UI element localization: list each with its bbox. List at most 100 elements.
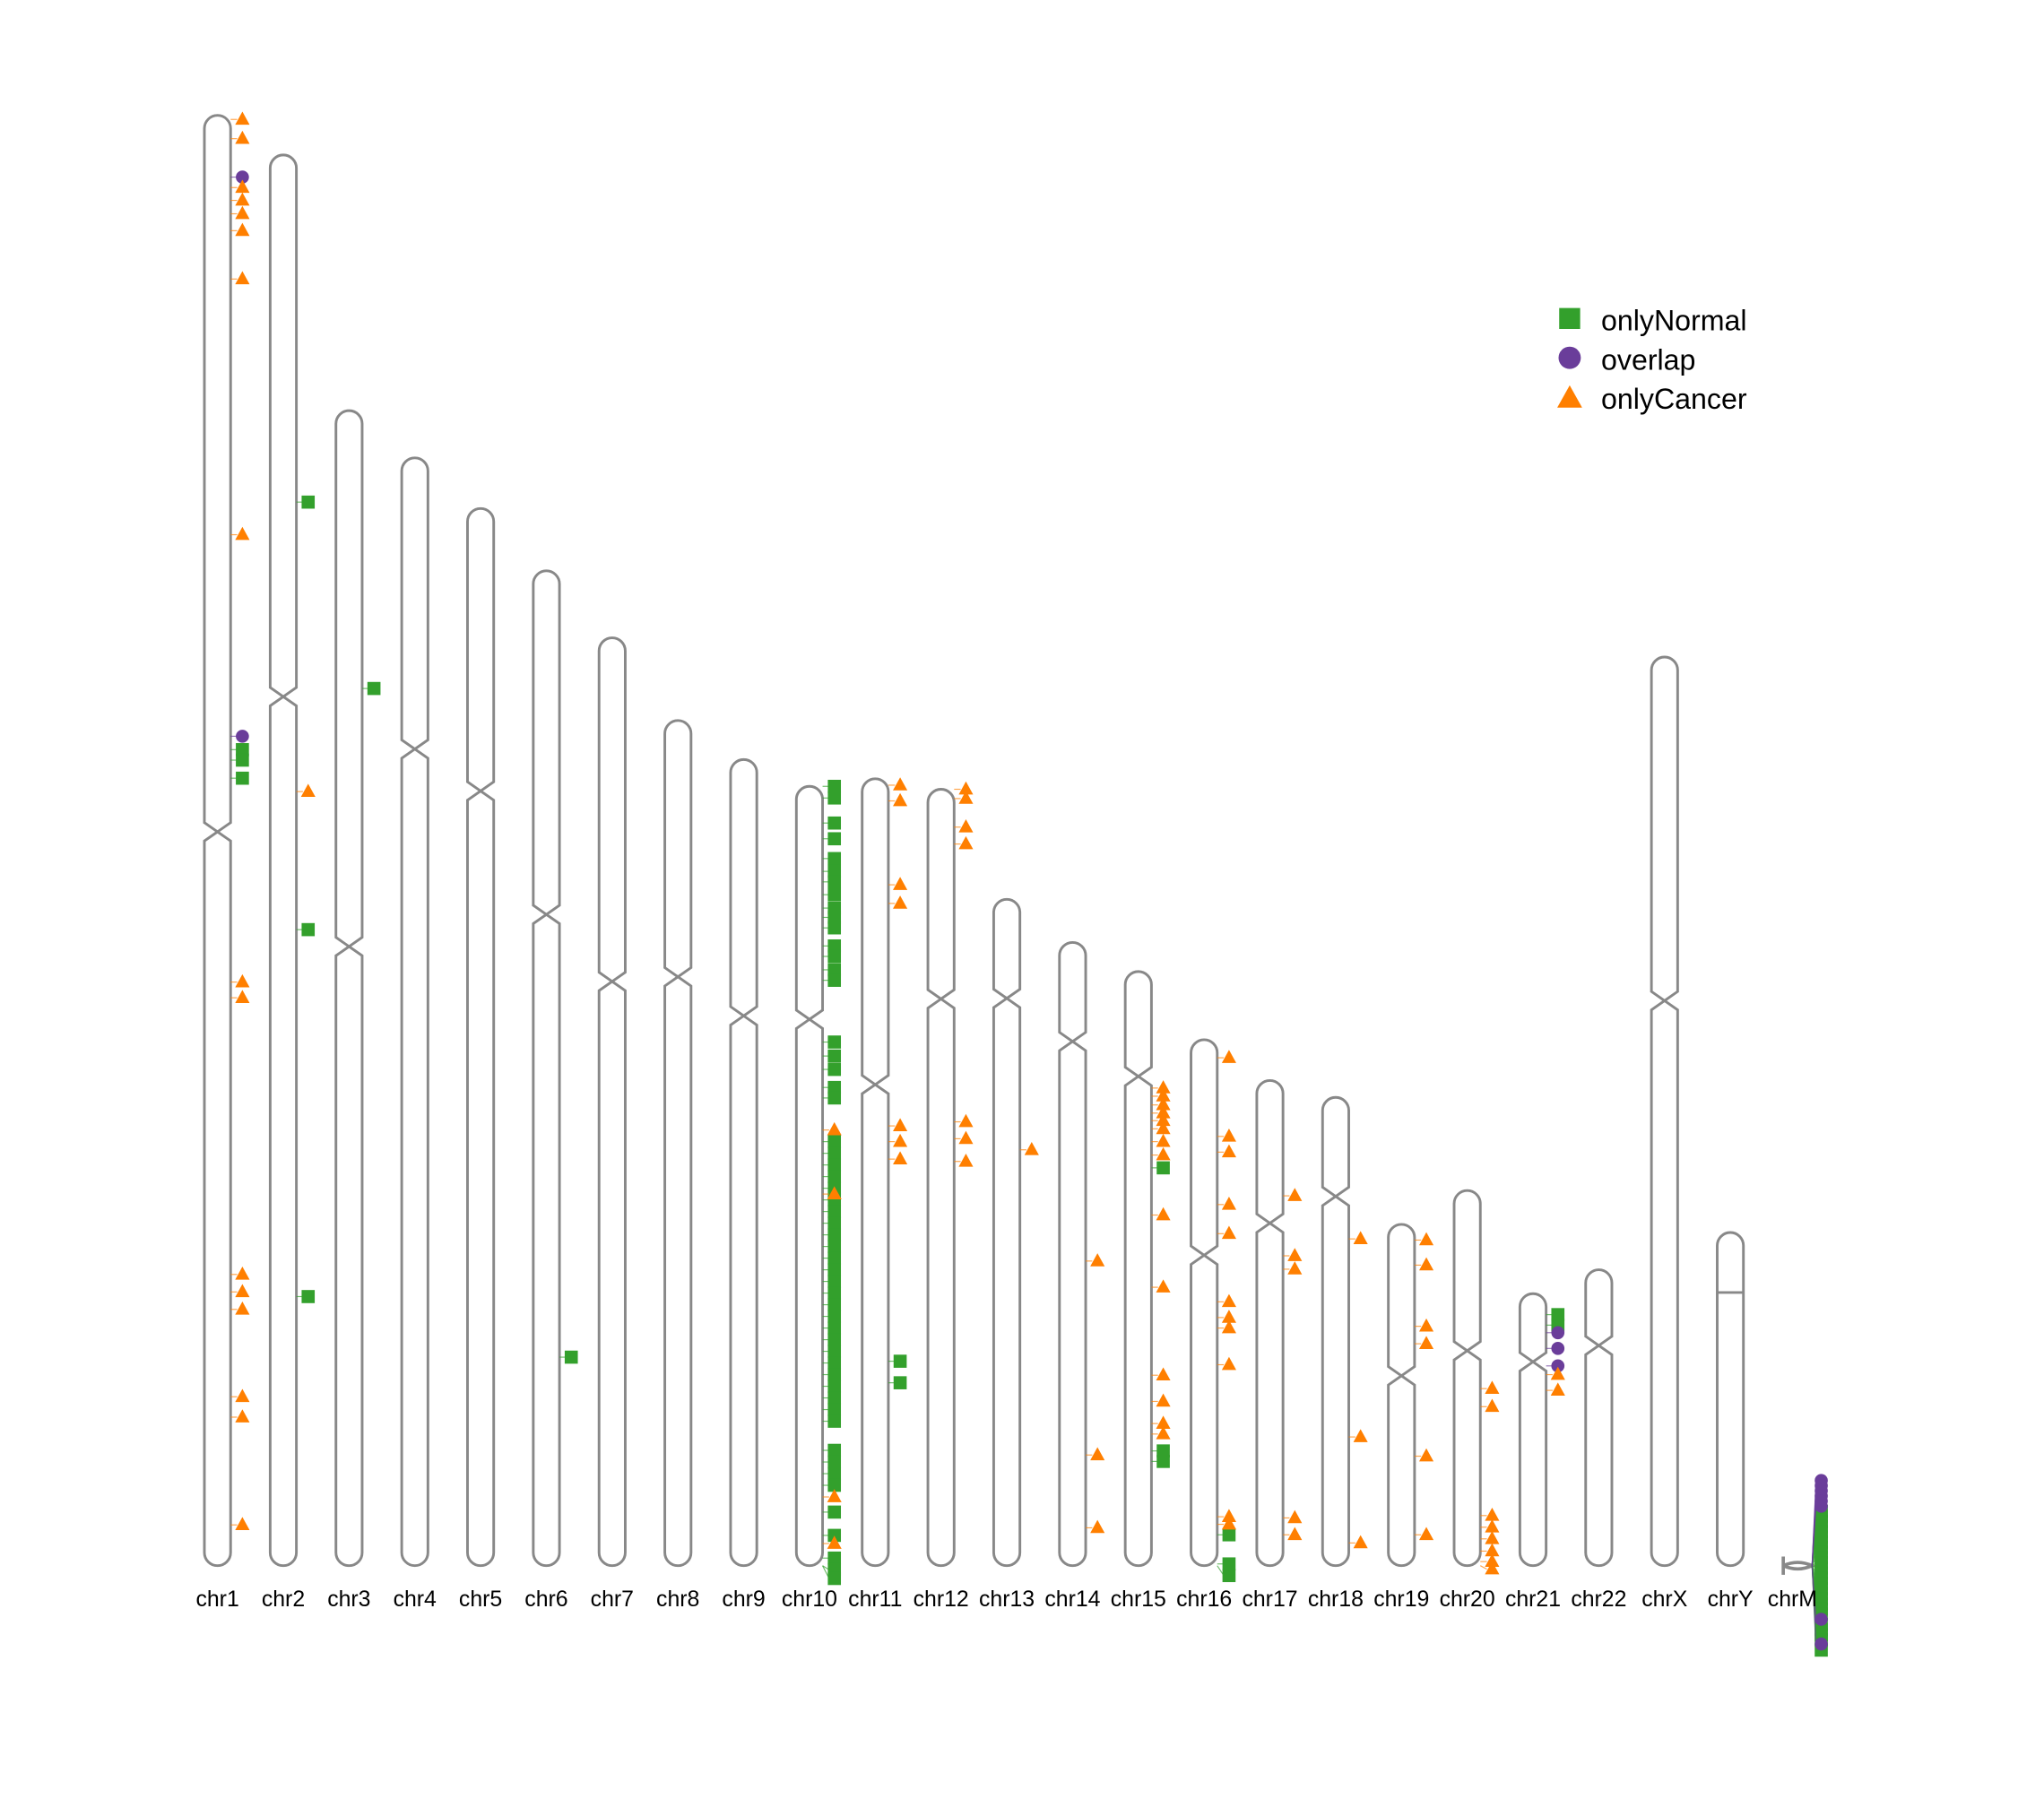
onlyCancer-marker-chr16 [1221, 1356, 1236, 1371]
onlyNormal-marker-chr10 [827, 1551, 842, 1565]
onlyCancer-marker-chr12 [958, 818, 974, 833]
onlyNormal-marker-chr10 [827, 1368, 842, 1381]
onlyNormal-marker-chr10 [827, 1380, 842, 1393]
chromosome-label-chr12: chr12 [914, 1587, 969, 1612]
onlyCancer-marker-chr15 [1156, 1096, 1171, 1111]
onlyNormal-marker-chr10 [827, 1298, 842, 1311]
onlyNormal-marker-chr10 [827, 1333, 842, 1346]
onlyCancer-marker-chr19 [1418, 1232, 1434, 1246]
onlyNormal-marker-chr10 [827, 1345, 842, 1358]
onlyCancer-marker-chr16 [1221, 1516, 1236, 1530]
onlyCancer-marker-chr11 [893, 1133, 908, 1147]
onlyCancer-marker-chr20 [1485, 1398, 1500, 1413]
onlyCancer-marker-chr10 [827, 1535, 842, 1549]
chromosome-label-chrY: chrY [1708, 1587, 1754, 1612]
onlyNormal-marker-chr10 [827, 779, 842, 793]
onlyNormal-marker-chr10 [827, 887, 842, 902]
onlyNormal-marker-chr10 [827, 1158, 842, 1172]
onlyCancer-marker-chr18 [1353, 1231, 1368, 1245]
onlyCancer-marker-chr15 [1156, 1120, 1171, 1135]
onlyNormal-marker-chr10 [827, 973, 842, 987]
onlyNormal-marker-chr10 [827, 1391, 842, 1405]
onlyNormal-marker-chr10 [827, 911, 842, 924]
onlyNormal-marker-chr10 [827, 1466, 842, 1481]
onlyNormal-marker-chr10 [827, 791, 842, 805]
chromosome-chr18 [1321, 1095, 1350, 1568]
onlyNormal-marker-chr2 [301, 495, 316, 509]
onlyNormal-marker-chr10 [827, 1205, 842, 1218]
onlyCancer-marker-chr15 [1156, 1080, 1171, 1094]
onlyCancer-marker-chr15 [1156, 1105, 1171, 1119]
onlyCancer-marker-chr15 [1156, 1133, 1171, 1147]
chromosome-label-chr19: chr19 [1373, 1587, 1429, 1612]
onlyNormal-marker-chr10 [827, 1275, 842, 1288]
onlyCancer-marker-chr16 [1221, 1225, 1236, 1240]
chromosome-chrM [1781, 1556, 1816, 1575]
onlyCancer-marker-chr15 [1156, 1279, 1171, 1293]
onlyCancer-marker-chr20 [1485, 1543, 1500, 1557]
onlyCancer-marker-chr2 [300, 783, 316, 797]
onlyCancer-marker-chr11 [893, 895, 908, 909]
onlyCancer-marker-chr20 [1485, 1561, 1500, 1575]
chromosome-chrX [1650, 655, 1679, 1568]
overlap-marker-chr1 [236, 730, 249, 743]
legend-circle-icon [1558, 346, 1581, 369]
chromosome-label-chr2: chr2 [262, 1587, 305, 1612]
onlyCancer-marker-chr15 [1156, 1393, 1171, 1407]
onlyCancer-marker-chr19 [1418, 1448, 1434, 1462]
chromosome-label-chr22: chr22 [1571, 1587, 1626, 1612]
onlyNormal-marker-chr10 [827, 1091, 842, 1105]
onlyNormal-marker-chr10 [827, 1049, 842, 1063]
chromosome-label-chr1: chr1 [195, 1587, 238, 1612]
chromosome-label-chr18: chr18 [1308, 1587, 1364, 1612]
onlyCancer-marker-chr1 [235, 1302, 250, 1315]
overlap-marker-chr21 [1551, 1326, 1565, 1340]
onlyCancer-marker-chr1 [235, 111, 250, 125]
onlyCancer-marker-chr1 [235, 973, 250, 988]
onlyNormal-marker-chr2 [301, 922, 316, 937]
onlyCancer-marker-chr17 [1287, 1188, 1303, 1201]
chromosome-chr21 [1518, 1292, 1548, 1568]
onlyCancer-marker-chr1 [235, 222, 250, 237]
onlyNormal-marker-chr10 [827, 1251, 842, 1265]
onlyCancer-marker-chr18 [1353, 1535, 1368, 1549]
onlyNormal-marker-chr15 [1156, 1161, 1170, 1175]
chromosome-chr11 [861, 777, 890, 1568]
onlyNormal-marker-chr10 [827, 816, 842, 830]
onlyCancer-marker-chr15 [1156, 1088, 1171, 1102]
onlyNormal-marker-chr10 [827, 1216, 842, 1230]
marker-connector [1811, 1506, 1817, 1566]
onlyCancer-marker-chr16 [1221, 1144, 1236, 1158]
onlyCancer-marker-chr15 [1156, 1415, 1171, 1429]
onlyNormal-marker-chr10 [827, 949, 842, 964]
onlyNormal-marker-chr16 [1222, 1569, 1236, 1583]
onlyNormal-marker-chr10 [827, 963, 842, 977]
onlyCancer-marker-chr19 [1418, 1318, 1434, 1332]
legend-label-onlyCancer: onlyCancer [1601, 383, 1747, 415]
onlyNormal-marker-chr10 [827, 1080, 842, 1094]
chromosome-chr15 [1123, 970, 1153, 1568]
legend-label-onlyNormal: onlyNormal [1601, 304, 1747, 336]
onlyNormal-marker-chr10 [827, 875, 842, 889]
chromosome-chr5 [466, 506, 496, 1568]
onlyNormal-marker-chr10 [827, 852, 842, 866]
marker-connector [1811, 1565, 1817, 1645]
onlyNormal-marker-chr10 [827, 1403, 842, 1416]
onlyNormal-marker-chr2 [301, 1290, 316, 1303]
chromosome-chr19 [1387, 1223, 1416, 1568]
chromosome-chr1 [203, 114, 232, 1568]
onlyCancer-marker-chr15 [1156, 1367, 1171, 1381]
marker-connector [1479, 1565, 1487, 1570]
onlyCancer-marker-chr1 [235, 205, 250, 220]
chromosome-chr3 [334, 409, 364, 1568]
onlyCancer-marker-chr12 [958, 1130, 974, 1145]
onlyCancer-marker-chr1 [235, 271, 250, 285]
chromosome-label-chr13: chr13 [979, 1587, 1035, 1612]
legend-square-icon [1559, 307, 1581, 329]
overlap-marker-chrM [1814, 1500, 1828, 1513]
onlyCancer-marker-chr11 [893, 1151, 908, 1164]
chromosome-label-chr15: chr15 [1111, 1587, 1166, 1612]
chromosome-label-chrX: chrX [1641, 1587, 1687, 1612]
onlyNormal-marker-chr10 [827, 1356, 842, 1370]
onlyNormal-marker-chr6 [564, 1350, 578, 1364]
